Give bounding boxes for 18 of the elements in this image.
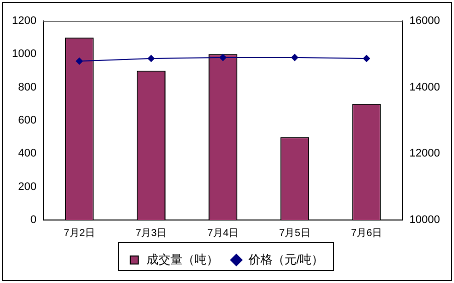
legend-label: 成交量（吨） [146,252,218,266]
y2-tick-label: 14000 [409,81,440,94]
y-tick-label: 800 [18,81,36,94]
y-tick-label: 200 [18,180,36,193]
legend-label: 价格（元/吨） [247,252,324,266]
y-tick-label: 600 [18,114,36,127]
y2-tick-label: 10000 [409,214,440,226]
y2-tick-label: 12000 [409,148,440,160]
y-tick-label: 1000 [12,48,36,60]
x-tick-label: 7月3日 [136,228,167,239]
y-tick-label: 400 [18,148,36,160]
y-tick-label: 0 [30,214,36,226]
y-tick-label: 1200 [12,15,36,28]
x-tick-label: 7月6日 [350,228,382,239]
x-tick-label: 7月4日 [207,228,239,239]
x-tick-label: 7月5日 [279,228,310,239]
x-tick-label: 7月2日 [64,228,95,239]
y2-tick-label: 16000 [409,15,440,28]
